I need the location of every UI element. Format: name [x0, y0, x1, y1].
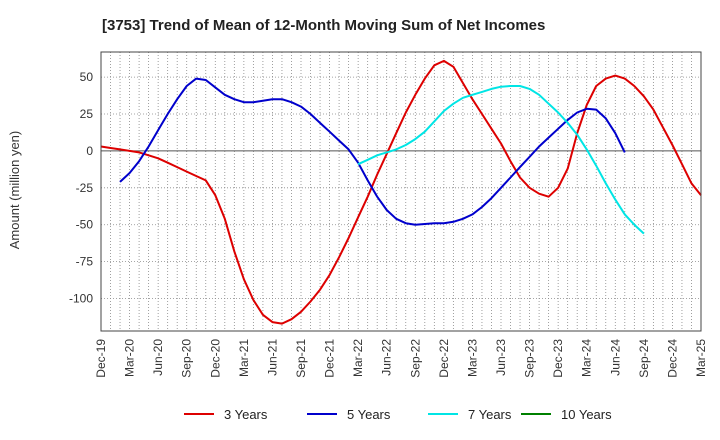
legend-label-4: 10 Years — [561, 407, 612, 422]
grid — [100, 52, 702, 331]
legend: 3 Years 5 Years 7 Years 10 Years — [184, 407, 612, 422]
series-line-3 — [357, 85, 645, 235]
y-tick-label: 25 — [80, 107, 94, 121]
x-tick-label: Mar-22 — [351, 339, 365, 377]
x-tick-label: Dec-19 — [94, 339, 108, 378]
x-tick-label: Mar-25 — [694, 339, 708, 377]
series-line-2 — [119, 77, 626, 226]
x-tick-label: Mar-21 — [237, 339, 251, 377]
x-tick-label: Jun-22 — [380, 339, 394, 376]
x-tick-label: Sep-21 — [294, 339, 308, 378]
y-tick-label: 50 — [80, 70, 94, 84]
x-tick-label: Jun-21 — [265, 339, 279, 376]
x-tick-label: Sep-23 — [523, 339, 537, 378]
x-tick-label: Dec-23 — [551, 339, 565, 378]
x-tick-label: Sep-20 — [180, 339, 194, 378]
plot-area — [100, 51, 702, 332]
y-tick-label: -50 — [76, 218, 94, 232]
chart-title: [3753] Trend of Mean of 12-Month Moving … — [102, 17, 545, 34]
y-axis-label: Amount (million yen) — [7, 131, 22, 250]
legend-label-2: 5 Years — [347, 407, 391, 422]
series-group — [100, 59, 702, 325]
x-tick-label: Dec-22 — [437, 339, 451, 378]
x-tick-label: Dec-20 — [208, 339, 222, 378]
y-tick-label: -100 — [69, 292, 93, 306]
x-tick-label: Jun-23 — [494, 339, 508, 376]
x-tick-label: Sep-24 — [637, 339, 651, 378]
y-tick-label: -75 — [76, 255, 94, 269]
x-tick-label: Mar-24 — [580, 339, 594, 377]
x-tick-label: Jun-20 — [151, 339, 165, 376]
y-tick-label: 0 — [86, 144, 93, 158]
x-tick-label: Mar-23 — [465, 339, 479, 377]
x-tick-label: Sep-22 — [408, 339, 422, 378]
y-tick-label: -25 — [76, 181, 94, 195]
x-tick-label: Dec-24 — [665, 339, 679, 378]
legend-label-1: 3 Years — [224, 407, 268, 422]
x-tick-label: Dec-21 — [323, 339, 337, 378]
series-line-1 — [100, 59, 702, 325]
y-tick-labels: 50 25 0 -25 -50 -75 -100 — [69, 70, 93, 305]
x-tick-labels: Dec-19 Mar-20 Jun-20 Sep-20 Dec-20 Mar-21 Jun-… — [94, 339, 708, 378]
legend-label-3: 7 Years — [468, 407, 512, 422]
x-tick-label: Mar-20 — [123, 339, 137, 377]
x-tick-label: Jun-24 — [608, 339, 622, 376]
